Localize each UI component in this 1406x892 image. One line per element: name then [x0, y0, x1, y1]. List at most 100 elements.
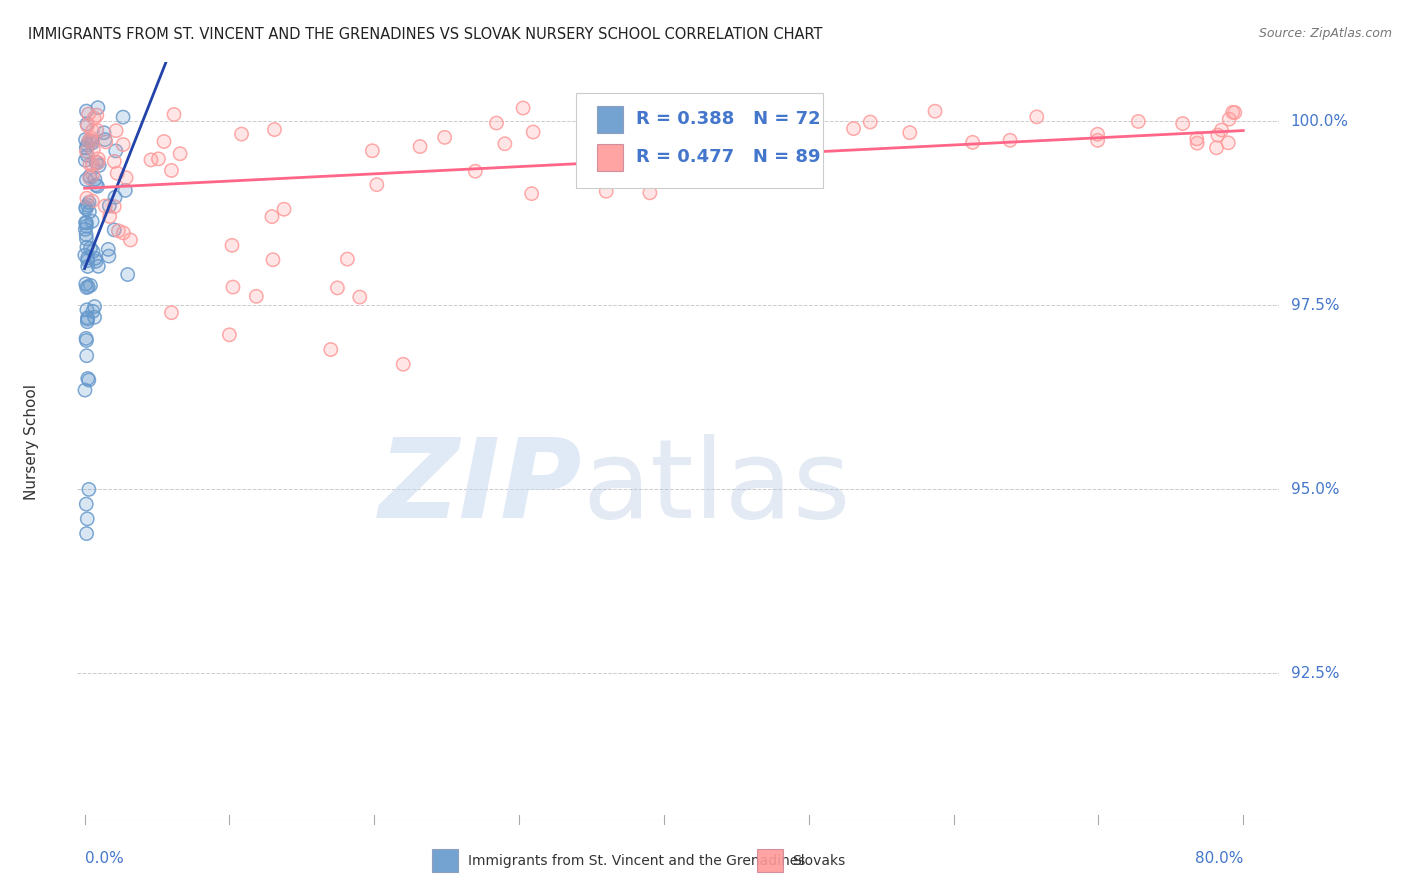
Point: [76, 349, 98, 363]
Point: [77, 107, 100, 121]
Point: [82, 143, 104, 157]
Point: [117, 268, 139, 282]
Point: [84, 178, 107, 193]
Point: [595, 184, 617, 198]
Point: [755, 100, 778, 114]
Point: [83, 111, 105, 125]
Point: [82, 143, 104, 157]
Point: [79, 157, 101, 171]
Point: [148, 152, 170, 166]
Point: [75, 172, 97, 186]
Point: [86, 123, 108, 137]
Point: [76, 280, 98, 294]
Point: [755, 100, 778, 114]
Point: [1025, 110, 1047, 124]
Point: [75, 232, 97, 246]
Point: [82, 304, 104, 318]
Point: [104, 144, 127, 158]
Point: [260, 210, 283, 224]
Point: [98, 199, 121, 213]
Point: [1087, 133, 1109, 147]
Point: [260, 210, 283, 224]
Point: [76, 260, 98, 274]
Point: [87, 155, 110, 169]
Bar: [432, 849, 458, 872]
Point: [84, 254, 107, 268]
Point: [1185, 132, 1208, 146]
Point: [105, 166, 128, 180]
Point: [169, 146, 191, 161]
Point: [76, 117, 98, 131]
Point: [82, 168, 104, 182]
Point: [76, 315, 98, 329]
Point: [120, 233, 142, 247]
Point: [75, 222, 97, 236]
Bar: [596, 145, 623, 171]
Point: [1218, 136, 1240, 150]
Point: [75, 219, 97, 234]
Point: [962, 136, 984, 150]
Point: [998, 133, 1021, 147]
Point: [366, 178, 388, 192]
Point: [76, 349, 98, 363]
Point: [84, 155, 107, 169]
Point: [114, 183, 136, 197]
Point: [77, 195, 100, 210]
Point: [520, 186, 543, 201]
Point: [76, 312, 98, 326]
Point: [94, 199, 117, 213]
Point: [1128, 114, 1150, 128]
Point: [160, 306, 183, 320]
Point: [75, 497, 97, 511]
Point: [112, 226, 135, 240]
Point: [75, 200, 97, 214]
Point: [75, 277, 97, 291]
Point: [75, 145, 97, 159]
Point: [105, 123, 128, 137]
Point: [76, 280, 98, 294]
Point: [82, 136, 104, 150]
Point: [76, 302, 98, 317]
Point: [409, 139, 432, 153]
Point: [84, 252, 107, 266]
Point: [139, 153, 162, 167]
Point: [638, 186, 661, 200]
Point: [115, 170, 138, 185]
Point: [76, 240, 98, 254]
Point: [464, 164, 486, 178]
Point: [1128, 114, 1150, 128]
Point: [87, 152, 110, 166]
Point: [361, 144, 384, 158]
Point: [779, 143, 801, 157]
Point: [924, 104, 946, 119]
Point: [1205, 141, 1227, 155]
Text: 92.5%: 92.5%: [1291, 666, 1339, 681]
Point: [1087, 127, 1109, 141]
Text: Source: ZipAtlas.com: Source: ZipAtlas.com: [1258, 27, 1392, 40]
Point: [86, 108, 108, 122]
Point: [84, 178, 107, 193]
Point: [245, 289, 267, 303]
Point: [82, 124, 104, 138]
Point: [75, 132, 97, 146]
Point: [75, 227, 97, 242]
Point: [148, 152, 170, 166]
Text: Slovaks: Slovaks: [793, 854, 846, 868]
Point: [658, 134, 681, 148]
Point: [779, 143, 801, 157]
Point: [75, 202, 97, 216]
Point: [103, 200, 125, 214]
Point: [112, 137, 135, 152]
Point: [75, 216, 97, 230]
Point: [464, 164, 486, 178]
Point: [104, 190, 127, 204]
Point: [103, 223, 125, 237]
Point: [82, 194, 104, 208]
Text: 95.0%: 95.0%: [1291, 482, 1339, 497]
Point: [84, 252, 107, 266]
Point: [160, 163, 183, 178]
Point: [77, 195, 100, 210]
Point: [103, 154, 125, 169]
Text: R = 0.477   N = 89: R = 0.477 N = 89: [637, 148, 821, 166]
Point: [76, 302, 98, 317]
